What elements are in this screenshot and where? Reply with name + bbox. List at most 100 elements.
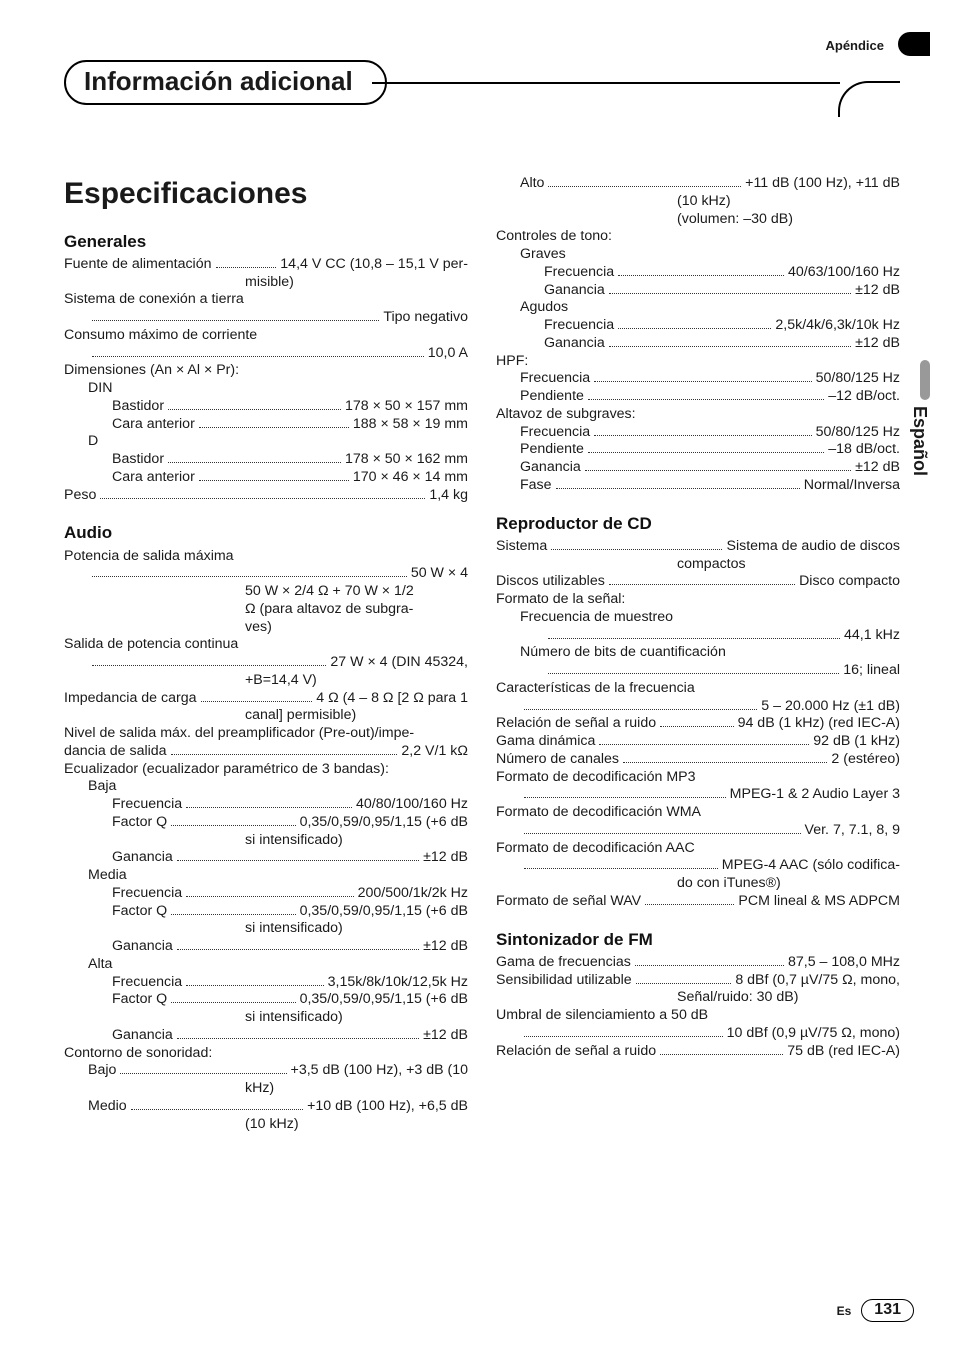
group-cd: Reproductor de CD xyxy=(496,513,900,534)
spec-row: MPEG-1 & 2 Audio Layer 3 xyxy=(496,786,900,804)
leader-dots xyxy=(636,974,732,984)
spec-value: 178 × 50 × 162 mm xyxy=(345,451,468,469)
leader-dots xyxy=(199,418,349,428)
spec-value: 40/80/100/160 Hz xyxy=(356,796,468,814)
section-header: Información adicional xyxy=(64,60,900,105)
leader-dots xyxy=(594,426,811,436)
leader-dots xyxy=(588,444,824,454)
spec-value: 2,2 V/1 kΩ xyxy=(401,743,468,761)
leader-dots xyxy=(585,461,851,471)
plain-line: Alta xyxy=(64,956,468,974)
spec-value: 27 W × 4 (DIN 45324, xyxy=(330,654,468,672)
spec-value: ±12 dB xyxy=(423,938,468,956)
spec-value: MPEG-4 AAC (sólo codifica- xyxy=(722,857,900,875)
left-column: Especificaciones Generales Fuente de ali… xyxy=(64,175,468,1133)
spec-label: Ganancia xyxy=(112,938,173,956)
leader-dots xyxy=(201,692,313,702)
page-footer: Es 131 xyxy=(837,1299,914,1322)
section-title: Información adicional xyxy=(64,60,387,105)
spec-row: 5 – 20.000 Hz (±1 dB) xyxy=(496,698,900,716)
continuation-line: (10 kHz) xyxy=(496,193,900,211)
spec-value: 0,35/0,59/0,95/1,15 (+6 dB xyxy=(300,814,468,832)
spec-label: Frecuencia xyxy=(520,424,590,442)
spec-value: 94 dB (1 kHz) (red IEC-A) xyxy=(738,715,900,733)
continuation-line: 50 W × 2/4 Ω + 70 W × 1/2 xyxy=(64,583,468,601)
spec-value: 5 – 20.000 Hz (±1 dB) xyxy=(761,698,900,716)
spec-value: 16; lineal xyxy=(843,662,900,680)
spec-value: ±12 dB xyxy=(855,335,900,353)
spec-value: 87,5 – 108,0 MHz xyxy=(788,954,900,972)
leader-dots xyxy=(171,745,398,755)
leader-dots xyxy=(171,905,295,915)
leader-dots xyxy=(168,400,341,410)
spec-row: Cara anterior188 × 58 × 19 mm xyxy=(64,416,468,434)
spec-row: Relación de señal a ruido94 dB (1 kHz) (… xyxy=(496,715,900,733)
spec-value: 75 dB (red IEC-A) xyxy=(787,1043,900,1061)
spec-value: MPEG-1 & 2 Audio Layer 3 xyxy=(730,786,900,804)
plain-line: Formato de decodificación MP3 xyxy=(496,769,900,787)
leader-dots xyxy=(131,1100,303,1110)
spec-label: Medio xyxy=(88,1098,127,1116)
spec-label: Ganancia xyxy=(112,1027,173,1045)
spec-label: Relación de señal a ruido xyxy=(496,1043,656,1061)
plain-line: Número de bits de cuantificación xyxy=(496,644,900,662)
spec-value: 40/63/100/160 Hz xyxy=(788,264,900,282)
spec-row: Frecuencia2,5k/4k/6,3k/10k Hz xyxy=(496,317,900,335)
spec-row: SistemaSistema de audio de discos xyxy=(496,538,900,556)
spec-value: +3,5 dB (100 Hz), +3 dB (10 xyxy=(291,1062,468,1080)
spec-row: Discos utilizablesDisco compacto xyxy=(496,573,900,591)
leader-dots xyxy=(588,390,824,400)
spec-label: Ganancia xyxy=(544,335,605,353)
plain-line: Umbral de silenciamiento a 50 dB xyxy=(496,1007,900,1025)
leader-dots xyxy=(548,177,741,187)
spec-row: Bastidor178 × 50 × 162 mm xyxy=(64,451,468,469)
leader-dots xyxy=(171,994,295,1004)
spec-value: 2 (estéreo) xyxy=(831,751,900,769)
leader-dots xyxy=(645,895,734,905)
leader-dots xyxy=(599,735,809,745)
spec-label: Sensibilidad utilizable xyxy=(496,972,632,990)
spec-value: 10,0 A xyxy=(428,345,468,363)
spec-row: Factor Q0,35/0,59/0,95/1,15 (+6 dB xyxy=(64,991,468,1009)
header-line xyxy=(372,82,840,84)
fm-list: Gama de frecuencias87,5 – 108,0 MHzSensi… xyxy=(496,954,900,1061)
spec-label: Cara anterior xyxy=(112,469,195,487)
spec-value: ±12 dB xyxy=(423,1027,468,1045)
leader-dots xyxy=(660,718,733,728)
spec-row: MPEG-4 AAC (sólo codifica- xyxy=(496,857,900,875)
spec-value: 3,15k/8k/10k/12,5k Hz xyxy=(328,974,468,992)
leader-dots xyxy=(177,852,419,862)
leader-dots xyxy=(177,1029,419,1039)
spec-row: Cara anterior170 × 46 × 14 mm xyxy=(64,469,468,487)
leader-dots xyxy=(594,373,811,383)
spec-value: 188 × 58 × 19 mm xyxy=(353,416,468,434)
spec-row: FaseNormal/Inversa xyxy=(496,477,900,495)
continuation-line: Ω (para altavoz de subgra- xyxy=(64,601,468,619)
appendix-label: Apéndice xyxy=(825,38,884,53)
continuation-line: do con iTunes®) xyxy=(496,875,900,893)
spec-label: Frecuencia xyxy=(112,796,182,814)
spec-value: 0,35/0,59/0,95/1,15 (+6 dB xyxy=(300,991,468,1009)
spec-value: –18 dB/oct. xyxy=(828,441,900,459)
leader-dots xyxy=(618,266,784,276)
spec-value: 10 dBf (0,9 µV/75 Ω, mono) xyxy=(727,1025,900,1043)
spec-label: Frecuencia xyxy=(112,974,182,992)
plain-line: Frecuencia de muestreo xyxy=(496,609,900,627)
leader-dots xyxy=(548,629,840,639)
continuation-line: si intensificado) xyxy=(64,832,468,850)
continuation-line: (volumen: –30 dB) xyxy=(496,211,900,229)
spec-value: –12 dB/oct. xyxy=(828,388,900,406)
spec-row: Frecuencia 40/80/100/160 Hz xyxy=(64,796,468,814)
spec-value: ±12 dB xyxy=(855,282,900,300)
spec-value: PCM lineal & MS ADPCM xyxy=(738,893,900,911)
spec-row: Frecuencia200/500/1k/2k Hz xyxy=(64,885,468,903)
plain-line: Baja xyxy=(64,778,468,796)
spec-row: Ver. 7, 7.1, 8, 9 xyxy=(496,822,900,840)
spec-label: Fase xyxy=(520,477,552,495)
plain-line: Características de la frecuencia xyxy=(496,680,900,698)
spec-label: Ganancia xyxy=(112,849,173,867)
continuation-line: canal] permisible) xyxy=(64,707,468,725)
spec-row: Formato de señal WAVPCM lineal & MS ADPC… xyxy=(496,893,900,911)
spec-row: Factor Q0,35/0,59/0,95/1,15 (+6 dB xyxy=(64,814,468,832)
spec-row: 50 W × 4 xyxy=(64,565,468,583)
